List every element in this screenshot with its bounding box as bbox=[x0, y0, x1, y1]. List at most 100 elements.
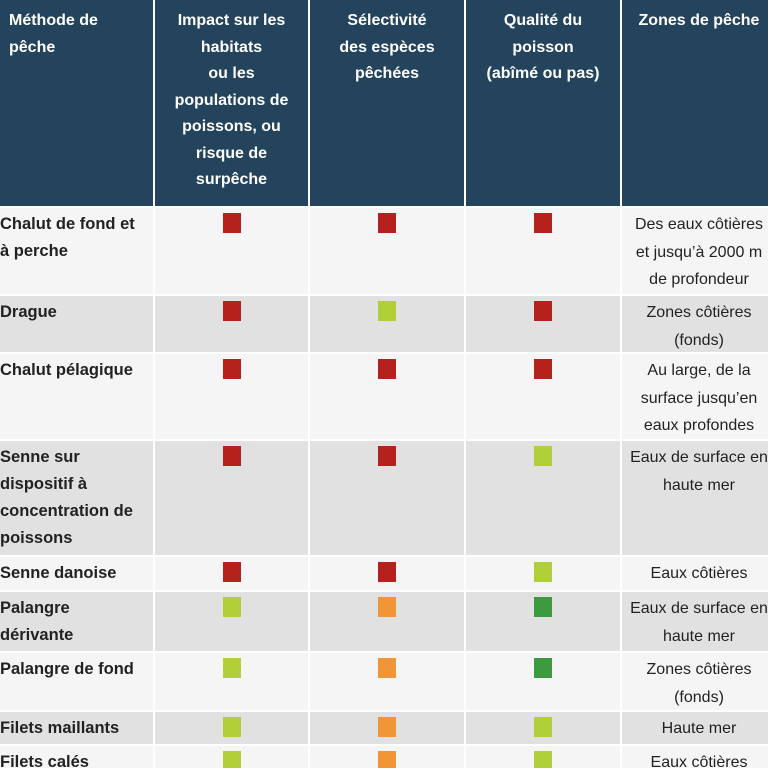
fishing-zone-line: Eaux côtières bbox=[650, 754, 748, 768]
method-name-line: Drague bbox=[0, 303, 57, 321]
impact-rating-cell bbox=[155, 653, 308, 710]
fishing-zone-line: Des eaux côtières bbox=[634, 216, 764, 233]
selectivity-rating-square-high bbox=[378, 359, 396, 379]
selectivity-rating-square-good bbox=[378, 301, 396, 321]
selectivity-rating-cell bbox=[310, 653, 464, 710]
method-name-line: poissons bbox=[0, 529, 73, 547]
header-zones: Zones de pêche bbox=[622, 0, 768, 206]
method-name: Filets maillants bbox=[0, 712, 153, 744]
header-text-line: pêche bbox=[9, 38, 56, 56]
quality-rating-cell bbox=[466, 746, 620, 768]
header-method: Méthode de pêche bbox=[0, 0, 153, 206]
method-name-line: Palangre bbox=[0, 599, 70, 617]
selectivity-rating-square-medium bbox=[378, 717, 396, 737]
fishing-zone-line: Zones côtières bbox=[646, 661, 752, 678]
impact-rating-cell bbox=[155, 208, 308, 294]
method-name-line: dérivante bbox=[0, 626, 74, 644]
impact-rating-cell bbox=[155, 354, 308, 439]
selectivity-rating-square-high bbox=[378, 562, 396, 582]
impact-rating-cell bbox=[155, 557, 308, 590]
header-text-line: pêchées bbox=[354, 65, 420, 82]
impact-rating-cell bbox=[155, 441, 308, 555]
fishing-zone: Eaux de surface en haute mer bbox=[622, 441, 768, 555]
fishing-zone-line: (fonds) bbox=[674, 688, 724, 706]
quality-rating-cell bbox=[466, 208, 620, 294]
quality-rating-square-good bbox=[534, 446, 552, 466]
quality-rating-cell bbox=[466, 557, 620, 590]
header-text-line: des espèces bbox=[339, 38, 435, 56]
quality-rating-cell bbox=[466, 653, 620, 710]
header-text-line: Zones de pêche bbox=[638, 12, 760, 29]
impact-rating-square-good bbox=[222, 751, 241, 768]
quality-rating-cell bbox=[466, 592, 620, 651]
method-name-line: Senne sur bbox=[0, 448, 80, 466]
fishing-zone-line: Haute mer bbox=[661, 720, 737, 737]
method-name-line: Palangre de fond bbox=[0, 660, 134, 678]
impact-rating-square-high bbox=[222, 446, 241, 466]
method-name: Drague bbox=[0, 296, 153, 352]
quality-rating-cell bbox=[466, 354, 620, 439]
selectivity-rating-square-high bbox=[378, 446, 396, 466]
fishing-zone-line: (fonds) bbox=[674, 331, 724, 349]
fishing-zone: Haute mer bbox=[622, 712, 768, 744]
method-name: Palangre dérivante bbox=[0, 592, 153, 651]
header-text-line: (abîmé ou pas) bbox=[486, 65, 600, 82]
method-name-line: à perche bbox=[0, 242, 68, 260]
fishing-zone-line: Eaux côtières bbox=[650, 565, 748, 582]
header-quality: Qualité du poisson (abîmé ou pas) bbox=[466, 0, 620, 206]
fishing-zone: Eaux côtières bbox=[622, 557, 768, 590]
quality-rating-square-high bbox=[534, 359, 552, 379]
fishing-zone-line: Eaux de surface en bbox=[630, 449, 768, 466]
fishing-zone: Zones côtières (fonds) bbox=[622, 296, 768, 352]
selectivity-rating-square-high bbox=[378, 213, 396, 233]
fishing-zone: Eaux de surface en haute mer bbox=[622, 592, 768, 651]
selectivity-rating-cell bbox=[310, 354, 464, 439]
header-text-line: risque de bbox=[195, 144, 268, 162]
method-name-line: dispositif à bbox=[0, 475, 88, 493]
selectivity-rating-cell bbox=[310, 592, 464, 651]
header-selectivity: Sélectivité des espèces pêchées bbox=[310, 0, 464, 206]
quality-rating-square-good bbox=[534, 751, 552, 768]
selectivity-rating-square-medium bbox=[378, 658, 396, 678]
header-text-line: surpêche bbox=[195, 171, 268, 188]
header-text-line: populations de bbox=[174, 91, 289, 109]
impact-rating-cell bbox=[155, 592, 308, 651]
quality-rating-square-best bbox=[534, 658, 552, 678]
method-name-line: Senne danoise bbox=[0, 564, 117, 582]
fishing-zone-line: Eaux de surface en bbox=[630, 600, 768, 617]
fishing-zone-line: eaux profondes bbox=[643, 417, 755, 434]
quality-rating-cell bbox=[466, 441, 620, 555]
fishing-zone-line: Zones côtières bbox=[646, 304, 752, 321]
impact-rating-square-high bbox=[222, 359, 241, 379]
method-name-line: Chalut pélagique bbox=[0, 361, 133, 379]
header-text-line: ou les bbox=[208, 65, 255, 82]
fishing-zone: Zones côtières (fonds) bbox=[622, 653, 768, 710]
impact-rating-square-good bbox=[222, 717, 241, 737]
header-text-line: Sélectivité bbox=[347, 12, 427, 29]
quality-rating-square-high bbox=[534, 213, 552, 233]
method-name: Chalut de fond et à perche bbox=[0, 208, 153, 294]
selectivity-rating-cell bbox=[310, 441, 464, 555]
header-text-line: Impact sur les bbox=[177, 12, 286, 29]
selectivity-rating-cell bbox=[310, 746, 464, 768]
selectivity-rating-cell bbox=[310, 557, 464, 590]
quality-rating-square-best bbox=[534, 597, 552, 617]
method-name-line: Filets calés bbox=[0, 753, 89, 768]
fishing-zone-line: et jusqu’à 2000 m bbox=[635, 243, 763, 261]
selectivity-rating-cell bbox=[310, 296, 464, 352]
fishing-zone-line: surface jusqu’en bbox=[640, 389, 758, 407]
header-text-line: Méthode de bbox=[9, 12, 98, 29]
selectivity-rating-square-medium bbox=[378, 751, 396, 768]
method-name: Filets calés bbox=[0, 746, 153, 768]
quality-rating-square-good bbox=[534, 717, 552, 737]
method-name: Senne danoise bbox=[0, 557, 153, 590]
header-text-line: Qualité du bbox=[503, 12, 583, 29]
header-text-line: poissons, ou bbox=[182, 118, 281, 135]
quality-rating-square-good bbox=[534, 562, 552, 582]
fishing-zone-line: haute mer bbox=[662, 476, 736, 494]
impact-rating-square-good bbox=[222, 597, 241, 617]
impact-rating-square-high bbox=[222, 301, 241, 321]
selectivity-rating-cell bbox=[310, 712, 464, 744]
method-name: Chalut pélagique bbox=[0, 354, 153, 439]
